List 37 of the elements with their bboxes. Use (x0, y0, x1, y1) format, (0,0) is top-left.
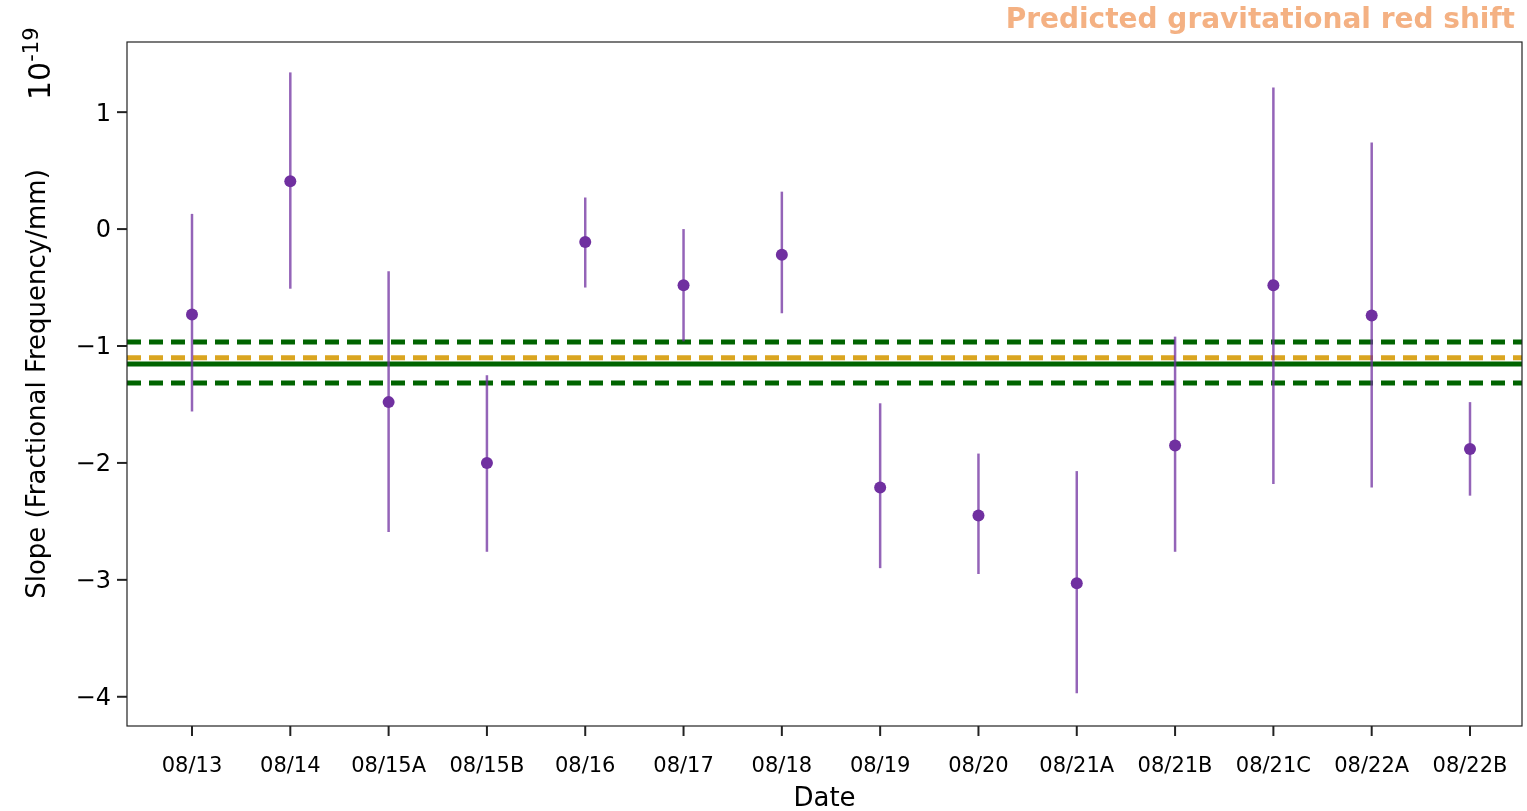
x-tick-label: 08/20 (948, 753, 1009, 777)
x-tick-label: 08/16 (554, 753, 616, 777)
x-tick-label: 08/15A (351, 753, 427, 777)
x-tick-label: 08/21A (1039, 753, 1115, 777)
point (382, 396, 395, 409)
x-tick-label: 08/21B (1137, 753, 1213, 777)
point (1464, 442, 1476, 455)
y-tick-label: −1 (75, 332, 111, 361)
x-tick-label: 08/22B (1432, 753, 1508, 777)
point (775, 248, 788, 261)
point (480, 456, 493, 469)
point (1365, 309, 1378, 322)
x-tick-label: 08/21C (1235, 753, 1311, 777)
y-tick-label: −2 (75, 449, 111, 478)
point (579, 235, 592, 248)
x-tick-label: 08/13 (161, 753, 223, 777)
point (677, 279, 690, 292)
y-axis-title: Slope (Fractional Frequency/mm) (21, 169, 51, 599)
text: Predicted gravitational red shift (1005, 2, 1515, 35)
x-tick-label: 08/18 (751, 753, 813, 777)
y-tick-label: 0 (95, 215, 111, 244)
point (1267, 279, 1280, 292)
point (284, 175, 297, 188)
y-tick-label: −4 (75, 683, 111, 712)
x-tick-label: 08/14 (260, 753, 321, 777)
point (1169, 439, 1182, 452)
x-tick-label: 08/17 (653, 753, 714, 777)
x-tick-label: 08/19 (849, 753, 911, 777)
point (186, 308, 198, 321)
x-tick-label: 08/15B (449, 753, 525, 777)
x-tick-label: 08/22A (1334, 753, 1410, 777)
point (972, 509, 985, 522)
x-axis-title: Date (793, 782, 856, 811)
y-tick-label: −3 (75, 566, 111, 595)
point (874, 481, 887, 494)
y-tick-label: 1 (95, 98, 111, 127)
point (1070, 577, 1083, 590)
